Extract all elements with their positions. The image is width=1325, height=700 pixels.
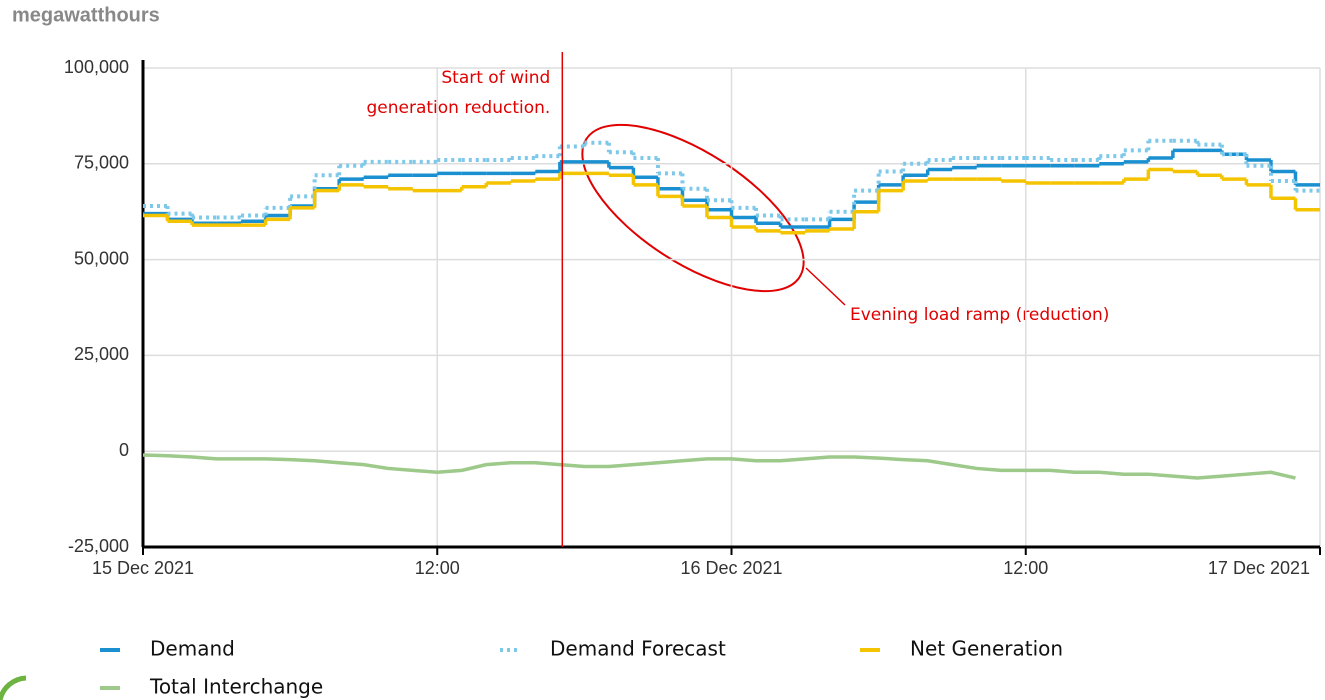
leader-line (805, 267, 846, 306)
highlight-ellipse (581, 123, 805, 293)
annotation: Evening load ramp (reduction) (850, 305, 1109, 325)
legend-label: Net Generation (910, 637, 1063, 661)
series-line (142, 453, 1296, 480)
logo (0, 675, 27, 700)
x-tick-label: 16 Dec 2021 (680, 558, 782, 578)
y-tick-label: 25,000 (74, 344, 129, 364)
legend-label: Total Interchange (149, 675, 323, 699)
x-tick-label: 12:00 (415, 558, 460, 578)
chart-title: megawatthours (12, 4, 160, 26)
x-tick-label: 15 Dec 2021 (92, 558, 194, 578)
annotation: generation reduction. (366, 98, 550, 118)
x-tick-label: 12:00 (1003, 558, 1048, 578)
y-tick-label: 0 (119, 440, 129, 460)
legend-label: Demand Forecast (550, 637, 726, 661)
y-tick-label: -25,000 (68, 536, 129, 556)
annotation: Start of wind (441, 68, 550, 88)
y-tick-label: 75,000 (74, 153, 129, 173)
y-tick-label: 50,000 (74, 248, 129, 268)
x-tick-label: 17 Dec 2021 (1208, 558, 1310, 578)
y-tick-label: 100,000 (64, 57, 129, 77)
legend-label: Demand (150, 637, 235, 661)
